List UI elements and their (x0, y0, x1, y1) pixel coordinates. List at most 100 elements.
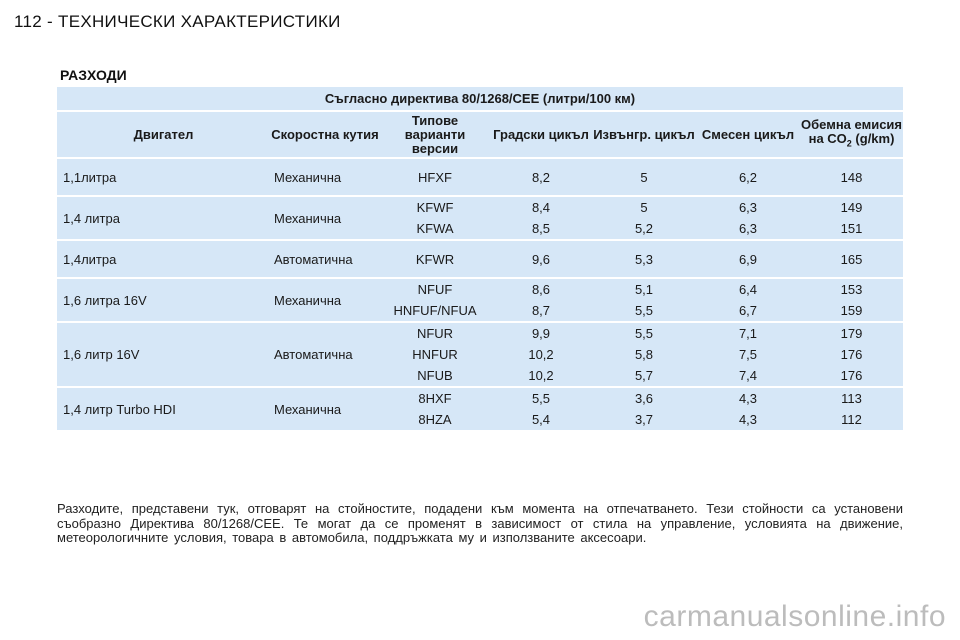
cell-value: 112 (841, 412, 862, 427)
cell-combined: 6,2 (696, 159, 800, 195)
cell-value: 5,3 (634, 251, 654, 267)
cell-value: 6,7 (738, 303, 758, 318)
cell-value: NFUR (416, 326, 454, 341)
cell-versions: NFUR HNFUR NFUB (380, 323, 490, 386)
cell-extra-urban: 5,5 5,8 5,7 (592, 323, 696, 386)
cell-engine: 1,4 литра (57, 197, 270, 239)
cell-value: 5,5 (634, 303, 654, 318)
cell-combined: 6,9 (696, 241, 800, 277)
cell-value: 5,7 (634, 368, 654, 383)
cell-value: 9,9 (531, 326, 551, 341)
cell-versions: KFWF KFWA (380, 197, 490, 239)
cell-value: 9,6 (531, 251, 551, 267)
column-header-engine: Двигател (57, 112, 270, 157)
cell-urban: 5,5 5,4 (490, 388, 592, 430)
table-row: 1,1литра Механична HFXF 8,2 5 6,2 148 (57, 159, 904, 195)
table-row: 1,4 литра Механична KFWF KFWA 8,4 8,5 5 5,2 6,3 6… (57, 197, 904, 239)
cell-extra-urban: 3,6 3,7 (592, 388, 696, 430)
cell-value: 113 (841, 391, 862, 406)
table-row: 1,6 литра 16V Механична NFUF HNFUF/NFUA 8,6 8… (57, 279, 904, 321)
page-header: 112 - ТЕХНИЧЕСКИ ХАРАКТЕРИСТИКИ (14, 12, 341, 31)
cell-value: 8,7 (531, 303, 551, 318)
column-header-co2: Обемна емисия на CO2 (g/km) (800, 112, 904, 157)
cell-value: 149 (840, 200, 863, 215)
cell-extra-urban: 5 5,2 (592, 197, 696, 239)
cell-value: 5,5 (634, 326, 654, 341)
cell-value: 3,6 (634, 391, 654, 406)
column-header-urban: Градски цикъл (490, 112, 592, 157)
cell-versions: 8HXF 8HZA (380, 388, 490, 430)
watermark: carmanualsonline.info (643, 600, 946, 633)
cell-value: 159 (840, 303, 863, 318)
cell-gearbox: Механична (270, 279, 380, 321)
cell-combined: 7,1 7,5 7,4 (696, 323, 800, 386)
cell-value: 8HXF (418, 391, 452, 406)
cell-value: HNFUR (412, 347, 458, 362)
cell-gearbox: Автоматична (270, 241, 380, 277)
cell-urban: 8,4 8,5 (490, 197, 592, 239)
cell-value: 6,2 (738, 169, 758, 185)
cell-value: 6,4 (738, 282, 758, 297)
cell-value: 5,1 (634, 282, 654, 297)
cell-value: KFWR (415, 251, 455, 267)
cell-value: 165 (840, 251, 863, 267)
co2-subscript: 2 (846, 138, 852, 149)
cell-value: 6,3 (738, 200, 758, 215)
cell-value: NFUF (417, 282, 453, 297)
cell-versions: HFXF (380, 159, 490, 195)
table-caption: Съгласно директива 80/1268/CEE (литри/10… (57, 87, 904, 110)
cell-value: 176 (840, 347, 863, 362)
cell-value: 6,3 (738, 221, 758, 236)
cell-gearbox: Механична (270, 388, 380, 430)
cell-co2: 153 159 (800, 279, 904, 321)
cell-engine: 1,4 литр Turbo HDI (57, 388, 270, 430)
cell-combined: 6,3 6,3 (696, 197, 800, 239)
cell-value: 10,2 (528, 347, 554, 362)
cell-urban: 9,9 10,2 10,2 (490, 323, 592, 386)
cell-value: 7,4 (738, 368, 758, 383)
cell-combined: 4,3 4,3 (696, 388, 800, 430)
column-header-gearbox: Скоростна кутия (270, 112, 380, 157)
cell-gearbox: Механична (270, 159, 380, 195)
cell-value: 5,2 (634, 221, 654, 236)
cell-value: 7,1 (738, 326, 758, 341)
consumption-table: Съгласно директива 80/1268/CEE (литри/10… (57, 85, 904, 432)
cell-value: 4,3 (738, 391, 758, 406)
cell-value: HFXF (418, 169, 452, 185)
cell-urban: 8,2 (490, 159, 592, 195)
cell-co2: 149 151 (800, 197, 904, 239)
cell-value: 5 (640, 169, 648, 185)
cell-value: 153 (840, 282, 863, 297)
cell-value: 6,9 (738, 251, 758, 267)
cell-value: 8HZA (418, 412, 452, 427)
cell-urban: 9,6 (490, 241, 592, 277)
table-row: 1,4литра Автоматична KFWR 9,6 5,3 6,9 165 (57, 241, 904, 277)
cell-value: 8,2 (531, 169, 551, 185)
table-row: 1,6 литр 16V Автоматична NFUR HNFUR NFUB 9,9 1… (57, 323, 904, 386)
cell-value: 4,3 (738, 412, 758, 427)
cell-extra-urban: 5 (592, 159, 696, 195)
cell-urban: 8,6 8,7 (490, 279, 592, 321)
section-title: РАЗХОДИ (60, 67, 127, 83)
cell-value: 10,2 (528, 368, 554, 383)
cell-value: 5,4 (531, 412, 551, 427)
cell-value: 5,8 (634, 347, 654, 362)
cell-value: 176 (840, 368, 863, 383)
cell-value: 3,7 (634, 412, 654, 427)
cell-value: HNFUF/NFUA (393, 303, 477, 318)
cell-extra-urban: 5,1 5,5 (592, 279, 696, 321)
cell-co2: 179 176 176 (800, 323, 904, 386)
table-body: 1,1литра Механична HFXF 8,2 5 6,2 148 1,4 литра… (57, 159, 904, 430)
cell-value: 148 (840, 169, 863, 185)
cell-value: 5 (640, 200, 648, 215)
cell-gearbox: Механична (270, 197, 380, 239)
cell-value: 179 (840, 326, 863, 341)
cell-gearbox: Автоматична (270, 323, 380, 386)
cell-value: 8,5 (531, 221, 551, 236)
cell-versions: NFUF HNFUF/NFUA (380, 279, 490, 321)
cell-combined: 6,4 6,7 (696, 279, 800, 321)
table-row: 1,4 литр Turbo HDI Механична 8HXF 8HZA 5,5 5,… (57, 388, 904, 430)
column-header-versions: Типове варианти версии (380, 112, 490, 157)
cell-engine: 1,4литра (57, 241, 270, 277)
cell-engine: 1,6 литр 16V (57, 323, 270, 386)
